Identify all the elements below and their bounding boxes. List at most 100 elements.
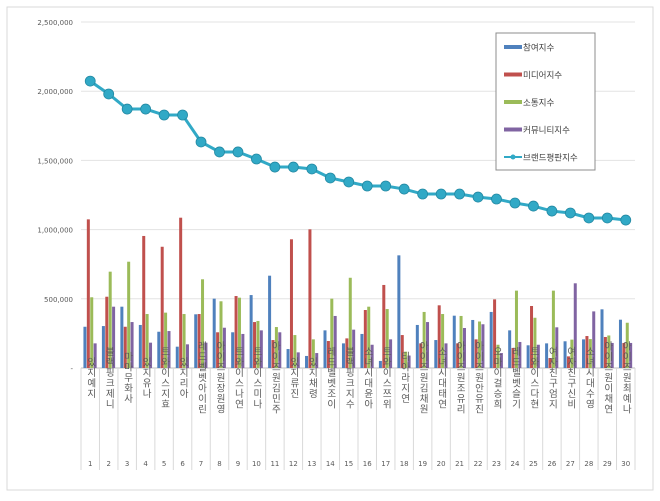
- x-rank-label: 24: [511, 460, 520, 468]
- bar-미디어지수: [566, 356, 570, 368]
- x-rank-label: 15: [344, 460, 353, 468]
- brand-index-point: [472, 191, 484, 203]
- bar-미디어지수: [271, 340, 275, 368]
- brand-index-point: [324, 172, 336, 184]
- x-category-label: 있지채령: [306, 356, 317, 399]
- bar-소통지수: [127, 261, 131, 368]
- bar-커뮤니티지수: [592, 311, 596, 368]
- bar-소통지수: [625, 322, 629, 368]
- bar-소통지수: [348, 277, 352, 368]
- x-category-label: 레드벨벳슬기: [509, 347, 520, 410]
- brand-index-point: [417, 188, 429, 200]
- x-category-label: 있지예지: [85, 356, 96, 399]
- x-category-label: 소녀시대수영: [583, 347, 594, 410]
- brand-index-point: [583, 212, 595, 224]
- bar-소통지수: [182, 314, 186, 368]
- bar-참여지수: [360, 333, 364, 368]
- bar-커뮤니티지수: [536, 344, 540, 368]
- x-category-label: 오마이걸승희: [491, 347, 502, 410]
- x-category-label: 마마무화사: [122, 352, 133, 405]
- bar-소통지수: [330, 298, 334, 368]
- bar-커뮤니티지수: [352, 329, 356, 368]
- bar-참여지수: [545, 343, 549, 368]
- brand-index-point: [620, 214, 632, 226]
- bar-소통지수: [219, 301, 223, 368]
- x-rank-label: 27: [566, 460, 575, 468]
- bar-소통지수: [422, 311, 426, 368]
- bar-참여지수: [508, 330, 512, 368]
- brand-index-point: [398, 183, 410, 195]
- bar-미디어지수: [603, 336, 607, 368]
- x-category-label: 소녀시대태연: [436, 347, 447, 410]
- x-rank-label: 29: [603, 460, 612, 468]
- bar-미디어지수: [142, 235, 146, 368]
- x-rank-label: 23: [492, 460, 501, 468]
- bar-커뮤니티지수: [315, 353, 319, 368]
- bar-참여지수: [434, 340, 438, 368]
- bar-소통지수: [385, 309, 389, 368]
- y-tick-label: 1,000,000: [37, 227, 73, 235]
- y-tick-label: 2,500,000: [37, 19, 73, 27]
- x-category-label: 트와이스나연: [232, 347, 243, 410]
- bar-커뮤니티지수: [462, 328, 466, 368]
- bar-커뮤니티지수: [610, 342, 614, 368]
- bar-미디어지수: [308, 229, 312, 368]
- brand-index-point: [214, 146, 225, 158]
- bar-커뮤니티지수: [112, 306, 116, 368]
- bar-참여지수: [452, 315, 456, 368]
- brand-index-point: [232, 146, 244, 158]
- x-rank-label: 9: [236, 460, 240, 468]
- brand-index-point: [121, 103, 133, 115]
- legend-label: 미디어지수: [523, 70, 562, 81]
- bar-소통지수: [293, 335, 297, 368]
- bar-커뮤니티지수: [573, 283, 577, 368]
- bar-소통지수: [441, 314, 445, 368]
- bar-미디어지수: [105, 296, 109, 368]
- bar-참여지수: [175, 346, 179, 368]
- x-category-label: 레드벨벳아이린: [196, 341, 207, 415]
- bar-소통지수: [201, 279, 205, 368]
- bar-커뮤니티지수: [481, 324, 485, 368]
- legend-swatch: [504, 72, 522, 77]
- bar-미디어지수: [345, 338, 349, 368]
- bar-소통지수: [256, 320, 260, 368]
- x-category-label: 블랙핑크지수: [343, 347, 354, 410]
- brand-index-point: [601, 212, 613, 224]
- bar-커뮤니티지수: [204, 342, 208, 368]
- x-category-label: 있지류진: [288, 356, 299, 399]
- legend-swatch: [504, 100, 522, 104]
- legend-swatch: [504, 127, 522, 132]
- brand-index-point: [343, 176, 355, 188]
- bar-미디어지수: [234, 296, 238, 368]
- bar-커뮤니티지수: [407, 355, 411, 368]
- bar-참여지수: [212, 298, 216, 368]
- x-rank-label: 8: [217, 460, 221, 468]
- x-rank-label: 21: [455, 460, 464, 468]
- legend-swatch: [504, 45, 522, 49]
- bar-참여지수: [618, 319, 622, 368]
- brand-index-point: [177, 109, 188, 121]
- bar-미디어지수: [622, 342, 626, 368]
- bar-소통지수: [164, 312, 168, 368]
- bar-미디어지수: [511, 347, 515, 368]
- x-category-label: 아이즈원안유진: [473, 341, 484, 415]
- bar-소통지수: [274, 327, 278, 368]
- bar-참여지수: [489, 311, 493, 368]
- brand-index-point: [158, 109, 170, 121]
- bar-커뮤니티지수: [426, 322, 430, 368]
- x-rank-label: 2: [106, 460, 110, 468]
- bar-미디어지수: [197, 314, 201, 368]
- x-rank-label: 30: [621, 460, 630, 468]
- bar-미디어지수: [530, 305, 534, 368]
- x-category-label: 아이즈원최예나: [620, 341, 631, 415]
- bar-커뮤니티지수: [555, 327, 559, 368]
- x-rank-label: 18: [400, 460, 409, 468]
- x-rank-label: 4: [143, 460, 148, 468]
- x-rank-label: 7: [199, 460, 203, 468]
- bar-소통지수: [367, 306, 371, 368]
- bar-미디어지수: [493, 299, 497, 368]
- bar-소통지수: [237, 297, 241, 368]
- brand-index-point: [103, 88, 115, 100]
- bar-소통지수: [551, 290, 555, 368]
- bar-커뮤니티지수: [370, 344, 374, 368]
